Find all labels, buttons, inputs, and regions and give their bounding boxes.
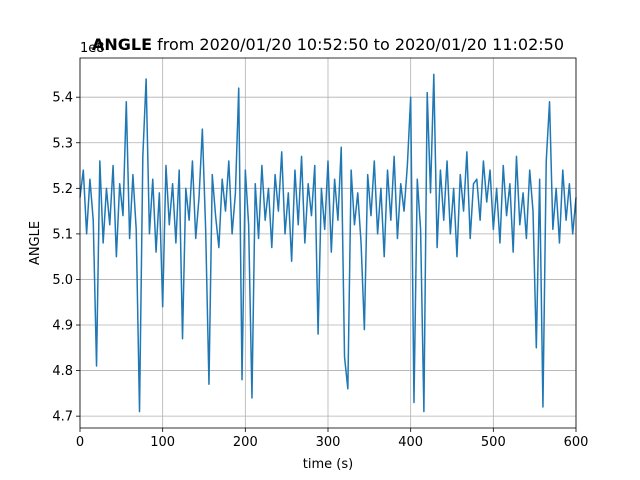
y-tick-label: 5.1: [52, 227, 73, 242]
plot-frame: [79, 57, 577, 429]
x-tick-label: 600: [564, 435, 589, 450]
y-tick-label: 4.9: [52, 319, 73, 334]
title-bold: ANGLE: [92, 35, 152, 54]
x-tick-label: 300: [316, 435, 341, 450]
x-tick-label: 0: [76, 435, 84, 450]
x-axis-label: time (s): [303, 457, 353, 472]
y-tick-label: 5.3: [52, 136, 73, 151]
data-line: [79, 73, 577, 413]
y-axis-label: ANGLE: [28, 221, 43, 265]
x-tick-label: 500: [481, 435, 506, 450]
chart-title: ANGLE from 2020/01/20 10:52:50 to 2020/0…: [92, 35, 564, 54]
title-rest: from 2020/01/20 10:52:50 to 2020/01/20 1…: [157, 35, 564, 54]
y-tick-label: 5.4: [52, 91, 73, 106]
x-tick-label: 400: [398, 435, 423, 450]
x-tick-label: 200: [233, 435, 258, 450]
y-tick-label: 5.0: [52, 273, 73, 288]
y-offset-label: 1e8: [80, 41, 105, 56]
x-tick-label: 100: [150, 435, 175, 450]
y-tick-label: 5.2: [52, 182, 73, 197]
y-tick-label: 4.8: [52, 364, 73, 379]
y-tick-label: 4.7: [52, 410, 73, 425]
